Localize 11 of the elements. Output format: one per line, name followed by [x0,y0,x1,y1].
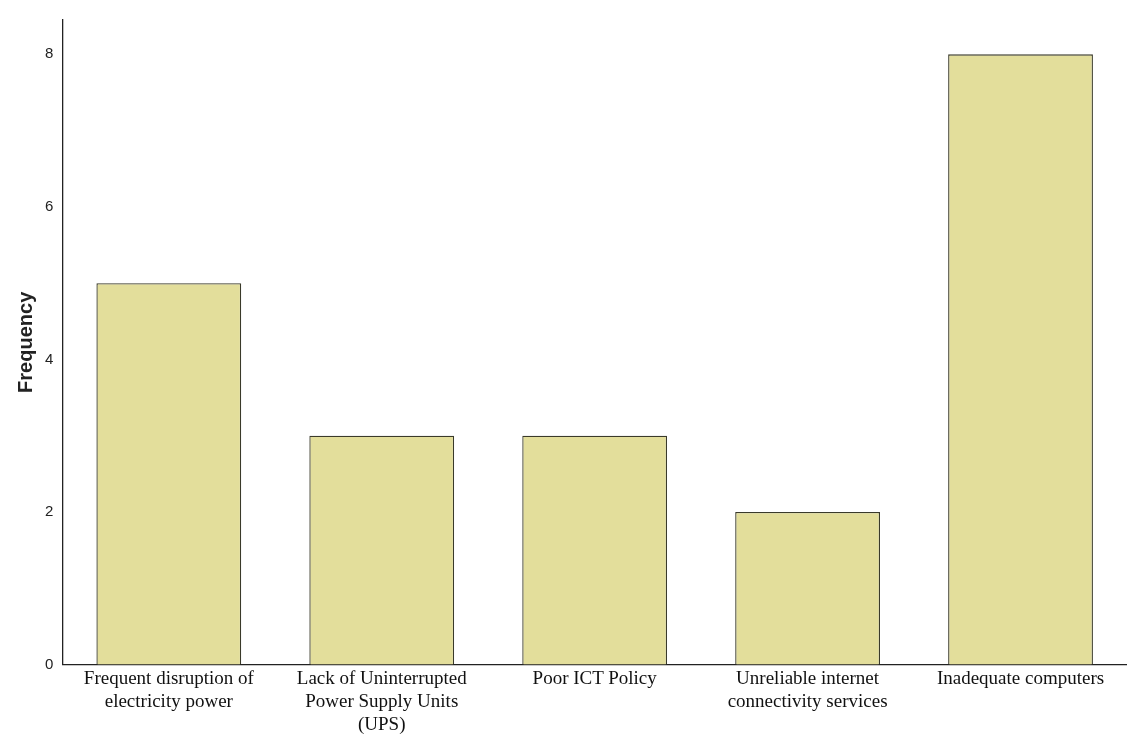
y-tick-label: 0 [45,654,54,672]
x-tick-label: Lack of Uninterrupted Power Supply Units (UPS) [296,666,468,735]
y-tick-label: 2 [45,502,54,520]
y-tick-label: 8 [45,44,54,62]
y-axis-title: Frequency [13,290,36,393]
x-tick-label: Unreliable internet connectivity services [727,666,888,711]
x-tick-label: Frequent disruption of electricity power [83,666,255,711]
y-tick-label: 4 [45,349,54,367]
y-tick-label: 6 [45,197,54,215]
x-tick-label: Poor ICT Policy [532,666,658,688]
x-tick-label: Inadequate computers [936,666,1105,688]
